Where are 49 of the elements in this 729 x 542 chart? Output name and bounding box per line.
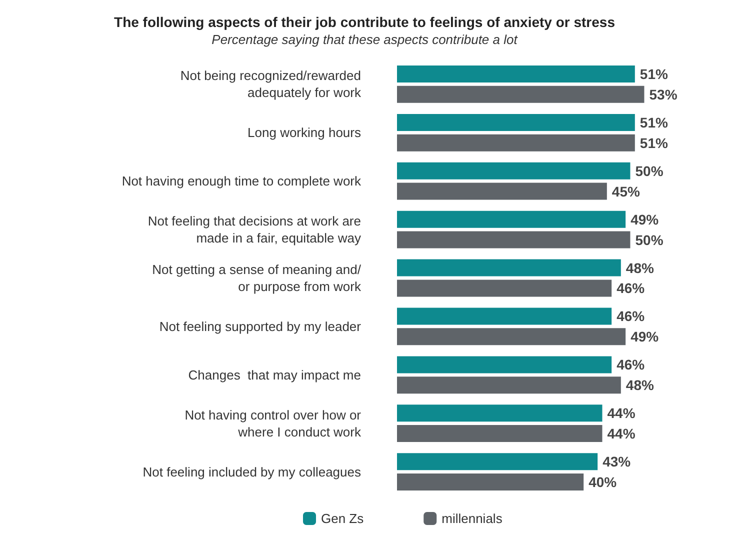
bar — [397, 425, 602, 442]
chart-title: The following aspects of their job contribute to feelings of anxiety or stress — [114, 14, 616, 30]
bar — [397, 134, 635, 152]
y-tick-label: Not feeling included by my colleagues — [142, 464, 362, 480]
bar — [397, 453, 598, 470]
bar — [397, 162, 630, 180]
bar — [397, 328, 626, 346]
bar — [397, 66, 635, 83]
bar — [397, 231, 630, 248]
data-label: 50% — [635, 162, 664, 179]
data-label: 46% — [616, 280, 646, 296]
data-label: 40% — [588, 474, 618, 490]
data-label: 48% — [626, 260, 654, 276]
bar — [397, 473, 584, 490]
data-label: 49% — [630, 328, 660, 345]
y-tick-label: Not being recognized/rewarded adequately for work — [180, 68, 362, 100]
y-tick-label: Not feeling supported by my leader — [159, 318, 362, 334]
bar — [397, 182, 607, 200]
bar — [397, 280, 612, 297]
bar — [397, 259, 621, 276]
bar — [397, 308, 612, 325]
data-label: 51% — [640, 114, 668, 130]
legend-label: millennials — [442, 511, 503, 526]
y-tick-label: Not feeling that decisions at work are made in a fair, equitable way — [148, 214, 362, 246]
y-tick-label: Long working hours — [248, 125, 362, 140]
bar — [397, 356, 612, 374]
y-tick-label: Not getting a sense of meaning and/ or purpose from work — [152, 262, 362, 294]
data-label: 45% — [612, 183, 640, 200]
y-tick-label: Not having control over how or where I conduct work — [184, 407, 362, 440]
data-label: 44% — [607, 426, 636, 442]
bar — [397, 210, 626, 228]
data-label: 49% — [630, 211, 660, 228]
chart-subtitle: Percentage saying that these aspects contribute a lot — [212, 32, 519, 47]
data-label: 51% — [640, 66, 668, 82]
data-label: 43% — [602, 454, 632, 470]
bar — [397, 404, 602, 422]
bar — [397, 86, 644, 103]
legend-label: Gen Zs — [321, 511, 364, 526]
data-label: 46% — [616, 356, 646, 373]
data-label: 53% — [649, 86, 678, 102]
bar — [397, 114, 635, 131]
y-tick-label: Not having enough time to complete work — [122, 174, 362, 189]
data-label: 51% — [640, 134, 668, 151]
data-label: 44% — [607, 405, 636, 422]
bar — [397, 376, 621, 394]
data-label: 46% — [616, 308, 646, 324]
y-tick-label: Changes that may impact me — [188, 367, 361, 382]
data-label: 48% — [626, 377, 654, 394]
data-label: 50% — [635, 232, 664, 248]
